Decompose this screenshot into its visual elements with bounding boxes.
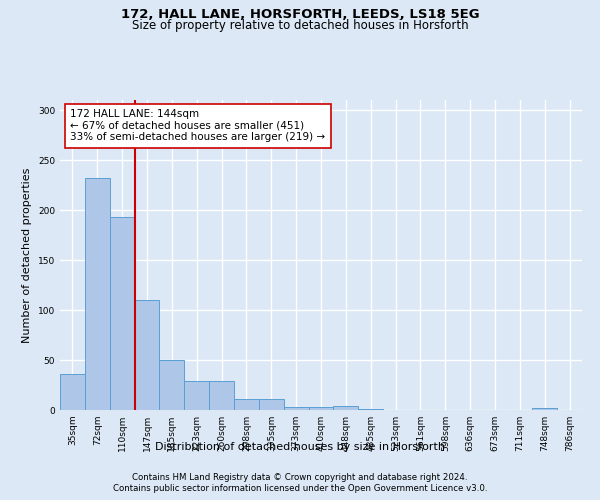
Y-axis label: Number of detached properties: Number of detached properties [22,168,32,342]
Text: 172, HALL LANE, HORSFORTH, LEEDS, LS18 5EG: 172, HALL LANE, HORSFORTH, LEEDS, LS18 5… [121,8,479,20]
Text: Contains public sector information licensed under the Open Government Licence v3: Contains public sector information licen… [113,484,487,493]
Bar [234,399,259,410]
Bar [334,406,358,410]
Text: Contains HM Land Registry data © Crown copyright and database right 2024.: Contains HM Land Registry data © Crown c… [132,472,468,482]
Bar [532,408,557,410]
Text: 172 HALL LANE: 144sqm
← 67% of detached houses are smaller (451)
33% of semi-det: 172 HALL LANE: 144sqm ← 67% of detached … [70,110,326,142]
Bar [110,217,134,410]
Bar [60,374,85,410]
Bar [308,407,334,410]
Bar [184,381,209,410]
Bar [259,399,284,410]
Bar [284,407,308,410]
Bar [160,360,184,410]
Text: Distribution of detached houses by size in Horsforth: Distribution of detached houses by size … [155,442,445,452]
Text: Size of property relative to detached houses in Horsforth: Size of property relative to detached ho… [131,19,469,32]
Bar [85,178,110,410]
Bar [358,409,383,410]
Bar [209,381,234,410]
Bar [134,300,160,410]
